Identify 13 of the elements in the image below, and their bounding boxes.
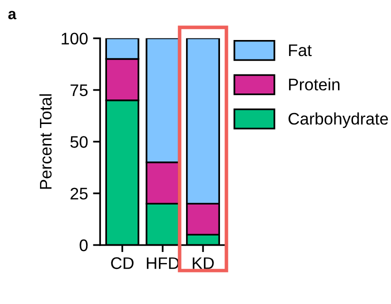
y-tick-label: 100 [62, 32, 88, 45]
x-tick-label: HFD [146, 257, 179, 269]
x-tick-label: KD [192, 257, 214, 269]
y-axis-title: Percent Total [39, 94, 52, 189]
y-tick-label: 50 [70, 136, 88, 148]
y-tick-label: 75 [70, 84, 88, 96]
legend-label: Carbohydrate [288, 112, 388, 128]
x-tick-label: CD [111, 257, 134, 270]
text: a [8, 10, 16, 20]
legend-label: Fat [289, 44, 312, 56]
y-tick-label: 0 [80, 239, 88, 252]
legend-label: Protein [289, 78, 340, 90]
y-tick-label: 25 [70, 188, 88, 200]
